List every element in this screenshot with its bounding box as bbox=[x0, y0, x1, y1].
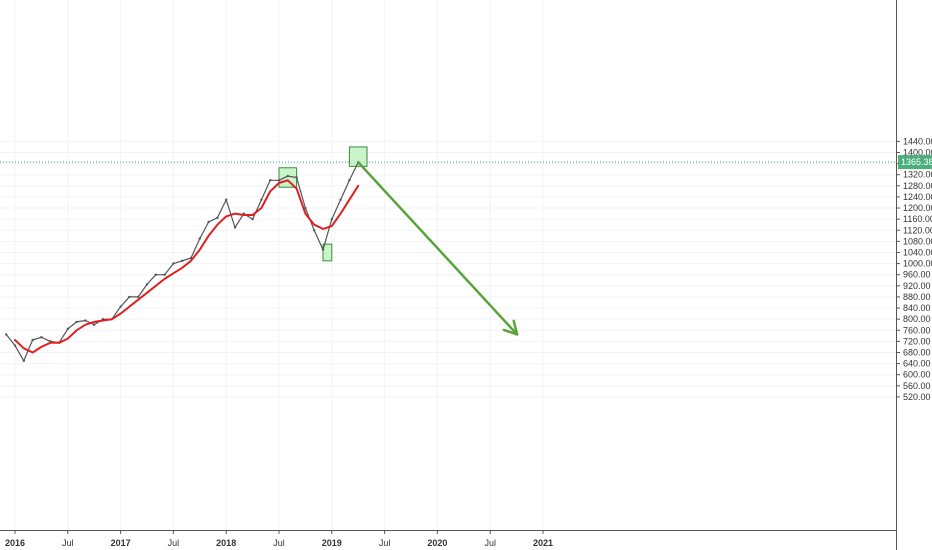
box-2018-bottom[interactable] bbox=[322, 243, 333, 262]
x-tick-label: 2016 bbox=[5, 538, 25, 548]
y-tick-label: 800.00 bbox=[903, 314, 931, 324]
last-price-label: 1365.38 bbox=[901, 157, 932, 167]
y-tick-label: 1000.00 bbox=[903, 259, 932, 269]
projection-arrow-line[interactable] bbox=[356, 160, 519, 336]
price-point bbox=[128, 295, 131, 299]
projection[interactable] bbox=[356, 160, 519, 336]
y-tick-label: 880.00 bbox=[903, 292, 931, 302]
price-point bbox=[66, 327, 70, 331]
x-tick-label: 2019 bbox=[322, 538, 342, 548]
price-point bbox=[75, 320, 78, 324]
price-point bbox=[137, 295, 140, 299]
price-point bbox=[31, 338, 34, 342]
price-point bbox=[304, 206, 307, 210]
price-point bbox=[286, 174, 289, 178]
price-point bbox=[93, 323, 96, 326]
y-tick-label: 520.00 bbox=[903, 392, 931, 402]
grid bbox=[0, 0, 896, 530]
price-point bbox=[22, 359, 25, 363]
y-tick-label: 1200.00 bbox=[903, 203, 932, 213]
x-tick-label: Jul bbox=[168, 538, 180, 548]
y-tick-label: 760.00 bbox=[903, 325, 931, 335]
y-tick-label: 720.00 bbox=[903, 336, 931, 346]
x-tick-label: 2021 bbox=[533, 538, 553, 548]
y-tick-label: 1320.00 bbox=[903, 170, 932, 180]
y-tick-label: 1400.00 bbox=[903, 147, 932, 157]
y-tick-label: 640.00 bbox=[903, 359, 931, 369]
y-tick-label: 1160.00 bbox=[903, 214, 932, 224]
y-tick-label: 1240.00 bbox=[903, 192, 932, 202]
x-tick-label: Jul bbox=[62, 538, 74, 548]
y-tick-label: 1440.00 bbox=[903, 136, 932, 146]
price-point bbox=[181, 259, 184, 263]
price-point bbox=[145, 283, 149, 286]
y-tick-label: 1080.00 bbox=[903, 236, 932, 246]
price-point bbox=[207, 220, 210, 224]
price-point bbox=[251, 217, 254, 221]
last-price-tag-background bbox=[898, 155, 932, 170]
price-point bbox=[233, 226, 237, 229]
price-point bbox=[163, 273, 166, 276]
series bbox=[5, 161, 360, 363]
x-tick-label: 2020 bbox=[427, 538, 447, 548]
price-point bbox=[260, 198, 263, 201]
y-tick-label: 1280.00 bbox=[903, 181, 932, 191]
price-point bbox=[269, 179, 272, 182]
price-point bbox=[277, 179, 281, 182]
y-tick-label: 1040.00 bbox=[903, 247, 932, 257]
x-tick-label: Jul bbox=[379, 538, 391, 548]
price-point bbox=[216, 216, 219, 219]
price-point bbox=[154, 273, 157, 276]
price-point bbox=[5, 333, 8, 336]
price-point bbox=[172, 262, 175, 265]
price-point bbox=[13, 344, 17, 347]
price-point bbox=[348, 179, 351, 182]
price-point bbox=[339, 198, 342, 201]
price-point bbox=[119, 305, 122, 308]
y-tick-label: 840.00 bbox=[903, 303, 931, 313]
price-point bbox=[225, 198, 228, 201]
price-point bbox=[313, 229, 316, 232]
price-point bbox=[198, 237, 201, 240]
y-tick-label: 560.00 bbox=[903, 381, 931, 391]
y-tick-label: 960.00 bbox=[903, 270, 931, 280]
moving-average-line bbox=[14, 179, 360, 354]
price-point bbox=[321, 248, 325, 251]
y-tick-label: 1120.00 bbox=[903, 225, 932, 235]
price-point bbox=[40, 336, 43, 339]
box-2019-top[interactable] bbox=[348, 146, 368, 167]
price-point bbox=[295, 176, 298, 179]
last-price-tag: 1365.38 bbox=[898, 155, 932, 170]
y-tick-label: 680.00 bbox=[903, 347, 931, 357]
y-tick-label: 600.00 bbox=[903, 370, 931, 380]
x-tick-label: 2017 bbox=[111, 538, 131, 548]
x-tick-label: 2018 bbox=[216, 538, 236, 548]
x-tick-label: Jul bbox=[273, 538, 285, 548]
y-tick-label: 920.00 bbox=[903, 281, 931, 291]
price-point bbox=[84, 319, 87, 322]
price-point bbox=[330, 217, 333, 221]
projection-arrow-head[interactable] bbox=[502, 319, 519, 336]
x-tick-label: Jul bbox=[484, 538, 496, 548]
time-axis[interactable]: 2016 Jul 2017 Jul 2018 Jul 2019 Jul 2020 Jul 2021 bbox=[5, 530, 553, 548]
